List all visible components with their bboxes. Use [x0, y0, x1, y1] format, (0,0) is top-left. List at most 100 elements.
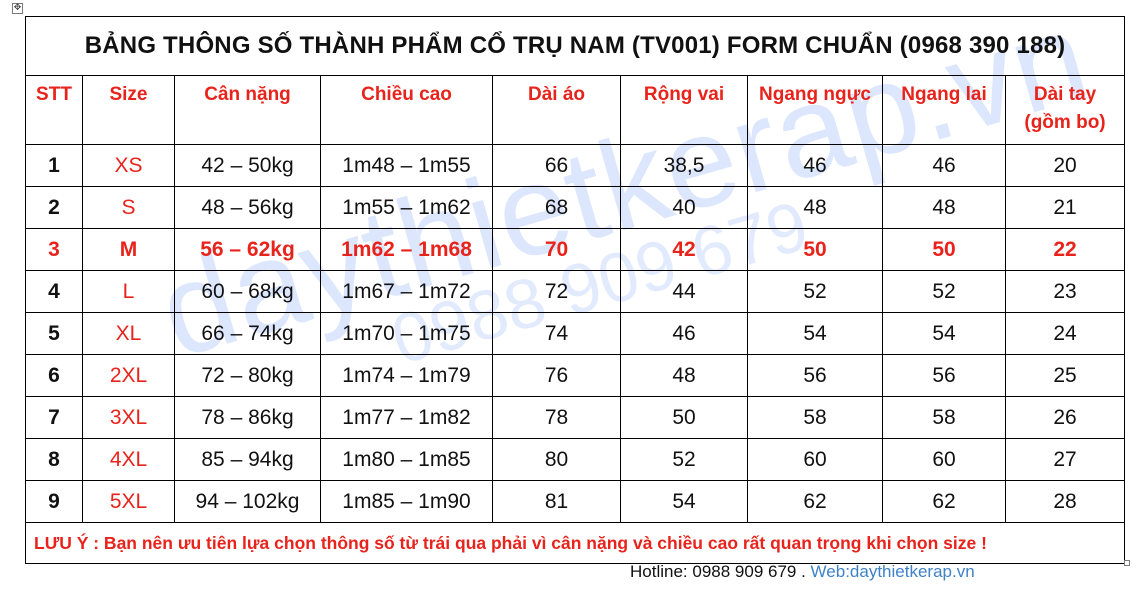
cell-height: 1m74 – 1m79 [320, 354, 493, 397]
cell-weight: 78 – 86kg [174, 396, 321, 439]
cell-length: 81 [492, 480, 621, 523]
table-row: 5 XL 66 – 74kg 1m70 – 1m75 74 46 54 54 24 [25, 312, 1126, 355]
cell-size: 4XL [82, 438, 175, 481]
cell-stt: 1 [25, 144, 83, 187]
cell-shoulder: 40 [620, 186, 748, 229]
cell-size: 2XL [82, 354, 175, 397]
cell-weight: 42 – 50kg [174, 144, 321, 187]
footer-web-link[interactable]: Web:daythietkerap.vn [810, 562, 975, 581]
cell-size: 3XL [82, 396, 175, 439]
size-spec-table: BẢNG THÔNG SỐ THÀNH PHẨM CỔ TRỤ NAM (TV0… [24, 16, 1126, 564]
cell-size: 5XL [82, 480, 175, 523]
cell-length: 80 [492, 438, 621, 481]
header-sleeve-line1: Dài tay [1033, 84, 1097, 105]
cell-size: S [82, 186, 175, 229]
cell-size: M [82, 228, 175, 271]
cell-height: 1m67 – 1m72 [320, 270, 493, 313]
table-row: 3 M 56 – 62kg 1m62 – 1m68 70 42 50 50 22 [25, 228, 1126, 271]
table-title: BẢNG THÔNG SỐ THÀNH PHẨM CỔ TRỤ NAM (TV0… [24, 16, 1126, 76]
table-row: 2 S 48 – 56kg 1m55 – 1m62 68 40 48 48 21 [25, 186, 1126, 229]
header-weight: Cân nặng [174, 75, 321, 145]
cell-chest: 58 [747, 396, 883, 439]
cell-size: XL [82, 312, 175, 355]
cell-sleeve: 25 [1004, 354, 1126, 397]
cell-shoulder: 48 [620, 354, 748, 397]
cell-height: 1m80 – 1m85 [320, 438, 493, 481]
cell-hem: 48 [882, 186, 1006, 229]
header-chest: Ngang ngực [747, 75, 883, 145]
cell-length: 66 [492, 144, 621, 187]
cell-shoulder: 52 [620, 438, 748, 481]
cell-height: 1m77 – 1m82 [320, 396, 493, 439]
cell-chest: 48 [747, 186, 883, 229]
table-row: 6 2XL 72 – 80kg 1m74 – 1m79 76 48 56 56 25 [25, 354, 1126, 397]
header-height: Chiều cao [320, 75, 493, 145]
cell-shoulder: 50 [620, 396, 748, 439]
cell-chest: 60 [747, 438, 883, 481]
cell-weight: 85 – 94kg [174, 438, 321, 481]
cell-sleeve: 20 [1004, 144, 1126, 187]
cell-weight: 56 – 62kg [174, 228, 321, 271]
cell-height: 1m48 – 1m55 [320, 144, 493, 187]
cell-shoulder: 44 [620, 270, 748, 313]
header-length: Dài áo [492, 75, 621, 145]
cell-length: 74 [492, 312, 621, 355]
cell-weight: 66 – 74kg [174, 312, 321, 355]
cell-shoulder: 46 [620, 312, 748, 355]
cell-stt: 3 [25, 228, 83, 271]
table-resize-icon[interactable] [1124, 560, 1130, 566]
cell-sleeve: 28 [1004, 480, 1126, 523]
cell-chest: 56 [747, 354, 883, 397]
header-sleeve: Dài tay (gồm bo) [1004, 75, 1126, 145]
footer: Hotline: 0988 909 679 . Web:daythietkera… [630, 562, 975, 582]
cell-length: 76 [492, 354, 621, 397]
cell-chest: 62 [747, 480, 883, 523]
cell-hem: 56 [882, 354, 1006, 397]
table-row: 8 4XL 85 – 94kg 1m80 – 1m85 80 52 60 60 27 [25, 438, 1126, 481]
header-sleeve-line2: (gồm bo) [1024, 112, 1106, 133]
cell-stt: 6 [25, 354, 83, 397]
cell-size: L [82, 270, 175, 313]
cell-hem: 60 [882, 438, 1006, 481]
cell-height: 1m62 – 1m68 [320, 228, 493, 271]
cell-stt: 2 [25, 186, 83, 229]
cell-size: XS [82, 144, 175, 187]
cell-sleeve: 26 [1004, 396, 1126, 439]
header-hem: Ngang lai [882, 75, 1006, 145]
cell-weight: 72 – 80kg [174, 354, 321, 397]
header-row: STT Size Cân nặng Chiều cao Dài áo Rộng … [25, 75, 1126, 145]
cell-weight: 94 – 102kg [174, 480, 321, 523]
cell-weight: 48 – 56kg [174, 186, 321, 229]
cell-shoulder: 42 [620, 228, 748, 271]
cell-hem: 54 [882, 312, 1006, 355]
cell-chest: 50 [747, 228, 883, 271]
cell-sleeve: 21 [1004, 186, 1126, 229]
cell-stt: 9 [25, 480, 83, 523]
cell-stt: 5 [25, 312, 83, 355]
cell-length: 70 [492, 228, 621, 271]
cell-length: 72 [492, 270, 621, 313]
header-stt: STT [25, 75, 83, 145]
cell-shoulder: 54 [620, 480, 748, 523]
cell-weight: 60 – 68kg [174, 270, 321, 313]
table-row: 4 L 60 – 68kg 1m67 – 1m72 72 44 52 52 23 [25, 270, 1126, 313]
cell-sleeve: 27 [1004, 438, 1126, 481]
cell-hem: 46 [882, 144, 1006, 187]
cell-stt: 4 [25, 270, 83, 313]
table-move-icon[interactable]: ✥ [12, 3, 23, 14]
cell-shoulder: 38,5 [620, 144, 748, 187]
cell-length: 78 [492, 396, 621, 439]
cell-chest: 52 [747, 270, 883, 313]
footer-hotline: Hotline: 0988 909 679 . [630, 562, 806, 581]
cell-hem: 58 [882, 396, 1006, 439]
cell-height: 1m85 – 1m90 [320, 480, 493, 523]
cell-chest: 54 [747, 312, 883, 355]
cell-hem: 62 [882, 480, 1006, 523]
table-row: 9 5XL 94 – 102kg 1m85 – 1m90 81 54 62 62 28 [25, 480, 1126, 523]
cell-sleeve: 23 [1004, 270, 1126, 313]
note-text: LƯU Ý : Bạn nên ưu tiên lựa chọn thông s… [24, 522, 1126, 564]
table-row: 7 3XL 78 – 86kg 1m77 – 1m82 78 50 58 58 26 [25, 396, 1126, 439]
cell-stt: 7 [25, 396, 83, 439]
cell-hem: 50 [882, 228, 1006, 271]
cell-chest: 46 [747, 144, 883, 187]
